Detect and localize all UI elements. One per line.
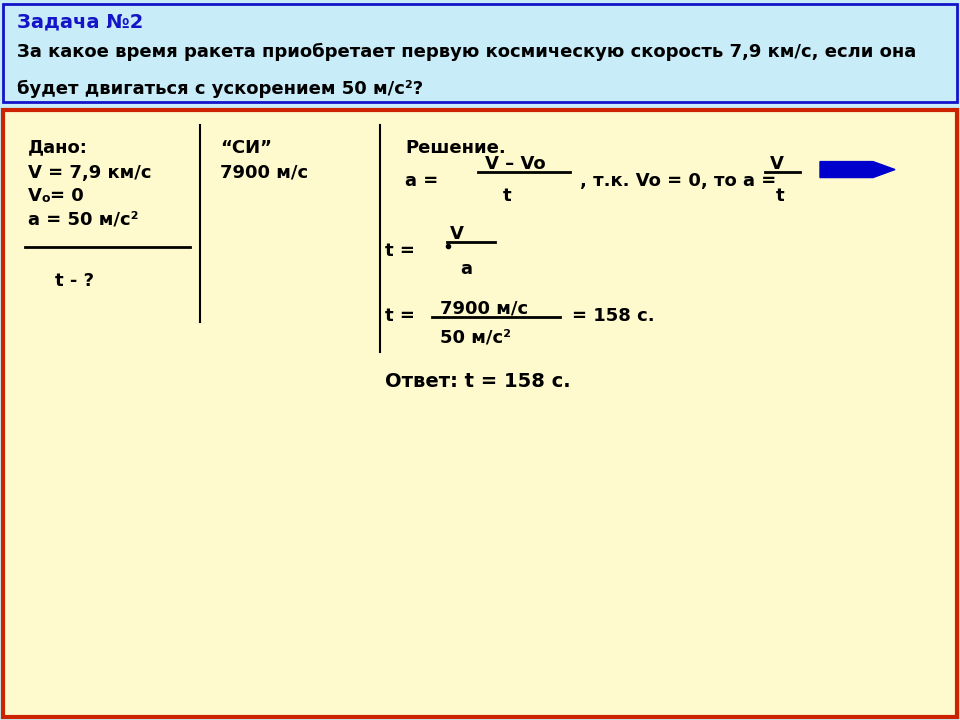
Text: Дано:: Дано: (28, 138, 88, 156)
Text: V – Vo: V – Vo (485, 155, 545, 173)
Text: V: V (28, 186, 42, 204)
Text: = 158 с.: = 158 с. (572, 307, 655, 325)
Text: = 0: = 0 (50, 186, 84, 204)
Text: будет двигаться с ускорением 50 м/с²?: будет двигаться с ускорением 50 м/с²? (17, 80, 423, 98)
Text: t: t (503, 186, 512, 204)
Text: Ответ: t = 158 с.: Ответ: t = 158 с. (385, 372, 570, 390)
Text: 7900 м/с: 7900 м/с (220, 163, 308, 181)
Text: t - ?: t - ? (55, 271, 94, 289)
Text: 50 м/с²: 50 м/с² (440, 328, 511, 346)
Text: t: t (776, 186, 784, 204)
Text: За какое время ракета приобретает первую космическую скорость 7,9 км/с, если она: За какое время ракета приобретает первую… (17, 42, 917, 60)
Text: 7900 м/с: 7900 м/с (440, 300, 528, 318)
Text: “СИ”: “СИ” (220, 138, 272, 156)
Text: , т.к. Vo = 0, то а =: , т.к. Vo = 0, то а = (580, 171, 777, 189)
Text: t =: t = (385, 307, 415, 325)
Text: V: V (450, 225, 464, 243)
Text: a =: a = (405, 171, 439, 189)
Text: V = 7,9 км/с: V = 7,9 км/с (28, 163, 152, 181)
Text: Решение.: Решение. (405, 138, 506, 156)
Text: Задача №2: Задача №2 (17, 13, 144, 32)
Text: V: V (770, 155, 784, 173)
FancyArrow shape (820, 161, 895, 178)
Text: o: o (41, 192, 50, 204)
Text: a = 50 м/с²: a = 50 м/с² (28, 210, 138, 228)
Text: t =: t = (385, 242, 415, 260)
Text: a: a (460, 260, 472, 278)
